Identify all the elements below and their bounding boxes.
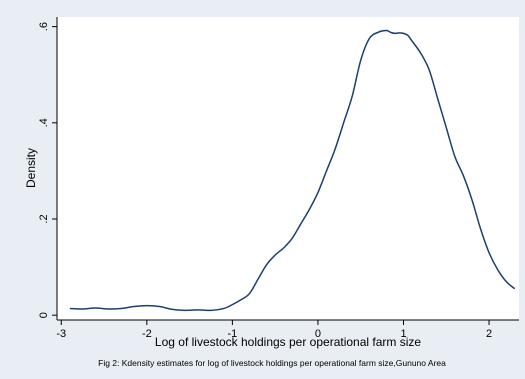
y-axis-ticks: 0 .2 .4 .6 [38,22,57,318]
x-axis-ticks: -3 -2 -1 0 1 2 [56,320,492,340]
x-axis-title: Log of livestock holdings per operationa… [155,335,421,349]
x-tick-label: -3 [56,328,66,340]
y-axis-title: Density [24,148,38,188]
density-curve [69,29,516,312]
x-tick-label: 0 [315,328,321,340]
plot-area [57,17,519,320]
y-tick-label: .4 [38,118,50,127]
x-tick-label: -1 [227,328,237,340]
y-tick-label: .2 [38,214,50,223]
y-tick-label: 0 [38,312,50,318]
x-tick-label: -2 [142,328,152,340]
x-tick-label: 1 [400,328,406,340]
figure-note: Fig 2: Kdensity estimates for log of liv… [98,358,446,368]
y-tick-label: .6 [38,22,50,31]
x-tick-label: 2 [486,328,492,340]
